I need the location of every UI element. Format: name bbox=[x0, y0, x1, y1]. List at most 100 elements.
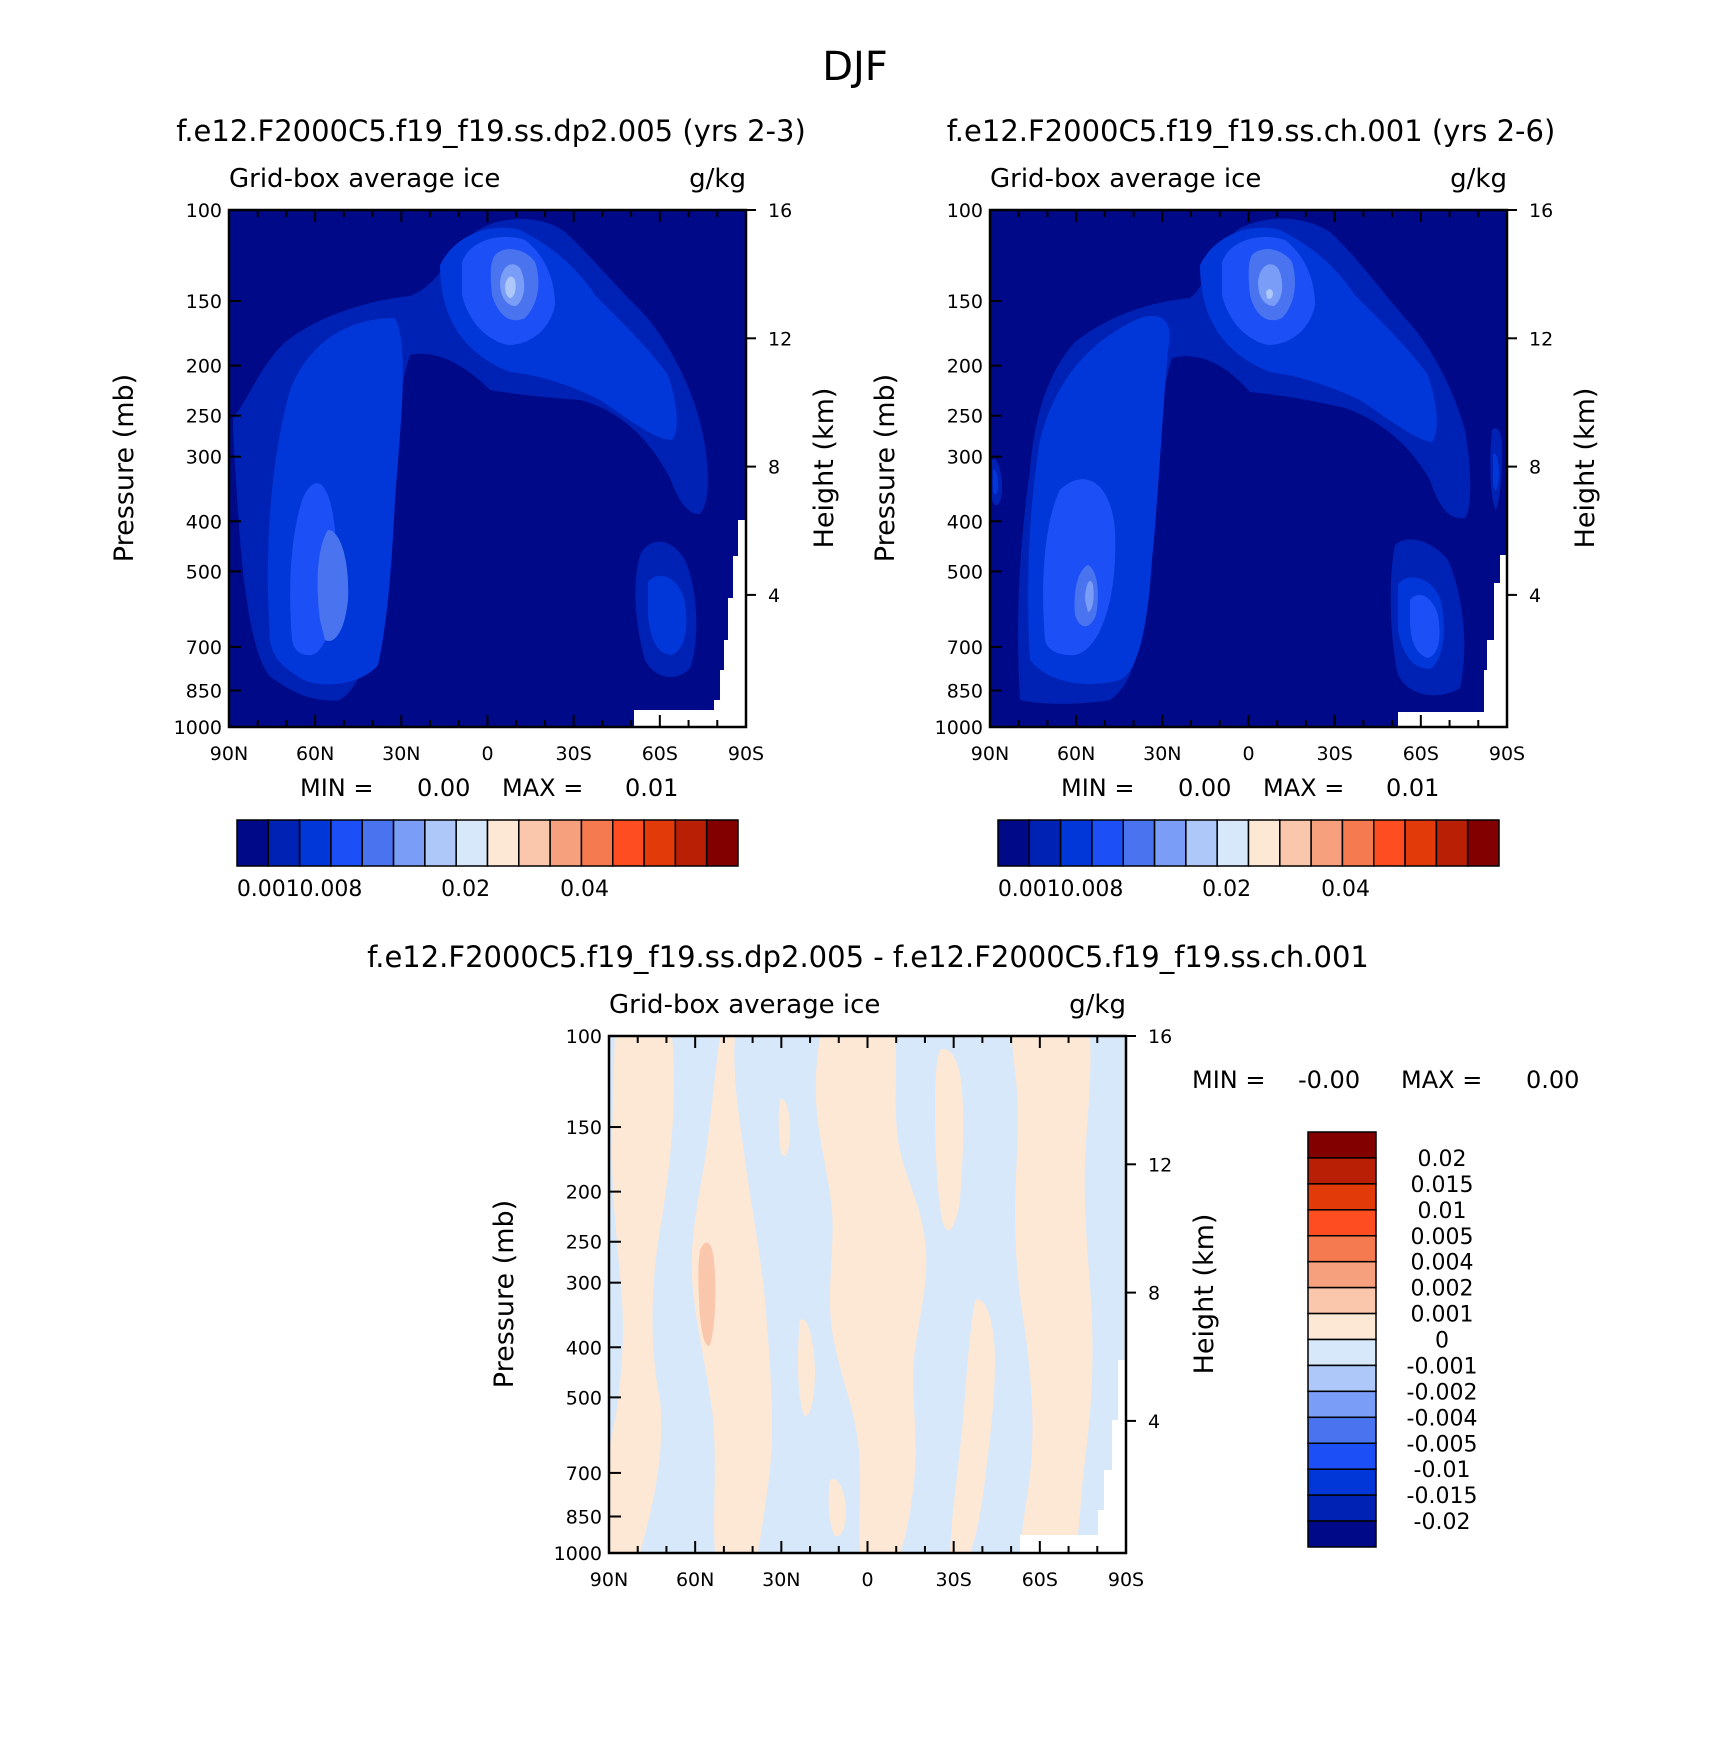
pressure-tick-label: 700 bbox=[947, 637, 983, 659]
colorbar-swatch bbox=[1153, 819, 1187, 867]
panel-a-min-value: 0.00 bbox=[417, 774, 470, 802]
height-tick-label: 4 bbox=[1529, 585, 1541, 607]
height-tick-label: 4 bbox=[768, 585, 780, 607]
panel-c-max-value: 0.00 bbox=[1526, 1066, 1579, 1094]
panel-c-ylabel2: Height (km) bbox=[1189, 1214, 1220, 1375]
panel-b-colorbar: 0.001 0.008 0.02 0.04 bbox=[997, 819, 1500, 902]
pressure-tick-label: 150 bbox=[186, 291, 222, 313]
colorbar-swatch bbox=[330, 819, 363, 867]
panel-c-pos-7 bbox=[698, 1242, 716, 1346]
pressure-tick-label: 200 bbox=[947, 356, 983, 378]
pressure-tick-label: 250 bbox=[947, 406, 983, 428]
colorbar-label: 0.015 bbox=[1411, 1173, 1474, 1198]
colorbar-label: -0.02 bbox=[1414, 1510, 1471, 1535]
colorbar-swatch bbox=[705, 819, 739, 867]
panel-a-right-label: g/kg bbox=[689, 164, 746, 194]
panel-c-title: f.e12.F2000C5.f19_f19.ss.dp2.005 - f.e12… bbox=[367, 940, 1369, 974]
panel-b-right-label: g/kg bbox=[1450, 164, 1507, 194]
panel-a-ylabel2: Height (km) bbox=[809, 388, 840, 549]
colorbar-swatch bbox=[1059, 819, 1093, 867]
pressure-tick-label: 1000 bbox=[554, 1543, 602, 1565]
colorbar-label: 0.01 bbox=[1418, 1199, 1467, 1224]
colorbar-swatch bbox=[361, 819, 395, 867]
lat-tick-label: 30N bbox=[1143, 743, 1181, 765]
lat-tick-label: 30S bbox=[1317, 743, 1353, 765]
panel-a-colorbar: 0.001 0.008 0.02 0.04 bbox=[236, 819, 739, 902]
colorbar-label: -0.002 bbox=[1407, 1380, 1478, 1405]
colorbar-swatch bbox=[1307, 1494, 1377, 1522]
panel-a-ylabel: Pressure (mb) bbox=[109, 374, 140, 562]
height-tick-label: 12 bbox=[1529, 328, 1553, 350]
colorbar-swatch bbox=[1307, 1286, 1377, 1315]
colorbar-swatch bbox=[1307, 1260, 1377, 1289]
panel-a-max-value: 0.01 bbox=[625, 774, 678, 802]
panel-a-missing bbox=[634, 520, 746, 727]
colorbar-label: -0.01 bbox=[1414, 1458, 1471, 1483]
pressure-tick-label: 200 bbox=[186, 356, 222, 378]
panel-a-min-label: MIN = bbox=[300, 774, 373, 802]
lat-tick-label: 90N bbox=[210, 743, 248, 765]
colorbar-swatch bbox=[267, 819, 301, 867]
panel-c-ylabel: Pressure (mb) bbox=[489, 1200, 520, 1388]
colorbar-label: 0.005 bbox=[1411, 1225, 1474, 1250]
colorbar-swatch bbox=[1307, 1183, 1377, 1211]
colorbar-swatch bbox=[997, 819, 1031, 867]
colorbar-swatch bbox=[298, 819, 332, 867]
pressure-tick-label: 100 bbox=[186, 200, 222, 222]
lat-tick-label: 60N bbox=[676, 1569, 714, 1591]
panel-b-c2 bbox=[993, 227, 1499, 684]
colorbar-swatch bbox=[518, 819, 551, 867]
panel-b-ylabel: Pressure (mb) bbox=[870, 374, 901, 562]
panel-a-c2 bbox=[267, 227, 677, 685]
colorbar-swatch bbox=[1307, 1364, 1377, 1393]
lat-tick-label: 90N bbox=[590, 1569, 628, 1591]
pressure-tick-label: 500 bbox=[186, 561, 222, 583]
colorbar-label: 0.04 bbox=[560, 877, 609, 902]
panel-c-pos-4 bbox=[935, 1049, 995, 1553]
colorbar-swatch bbox=[424, 819, 457, 867]
panel-c-max-label: MAX = bbox=[1401, 1066, 1482, 1094]
pressure-tick-label: 300 bbox=[947, 447, 983, 469]
panel-b: f.e12.F2000C5.f19_f19.ss.ch.001 (yrs 2-6… bbox=[870, 114, 1601, 902]
colorbar-swatch bbox=[486, 819, 520, 867]
lat-tick-label: 0 bbox=[861, 1569, 873, 1591]
panel-a-c6 bbox=[505, 276, 516, 298]
height-tick-label: 16 bbox=[1529, 200, 1553, 222]
colorbar-swatch bbox=[580, 819, 614, 867]
height-tick-label: 4 bbox=[1148, 1411, 1160, 1433]
panel-c-min-value: -0.00 bbox=[1298, 1066, 1360, 1094]
panel-c-ticks: 100 150 200 250 300 400 500 700 850 1000 16 12 8 4 90N… bbox=[554, 1026, 1173, 1591]
colorbar-swatch bbox=[455, 819, 489, 867]
panel-b-ylabel2: Height (km) bbox=[1570, 388, 1601, 549]
colorbar-label: -0.005 bbox=[1407, 1432, 1478, 1457]
pressure-tick-label: 400 bbox=[566, 1337, 602, 1359]
pressure-tick-label: 300 bbox=[566, 1273, 602, 1295]
colorbar-swatch bbox=[674, 819, 708, 867]
colorbar-swatch bbox=[1307, 1312, 1377, 1341]
pressure-tick-label: 1000 bbox=[174, 717, 222, 739]
panel-a: f.e12.F2000C5.f19_f19.ss.dp2.005 (yrs 2-… bbox=[109, 114, 840, 902]
pressure-tick-label: 300 bbox=[186, 447, 222, 469]
colorbar-swatch bbox=[1404, 819, 1438, 867]
pressure-tick-label: 250 bbox=[566, 1232, 602, 1254]
colorbar-swatch bbox=[1373, 819, 1406, 867]
colorbar-swatch bbox=[1307, 1390, 1377, 1419]
panel-b-min-label: MIN = bbox=[1061, 774, 1134, 802]
panel-c-pos-6 bbox=[738, 1099, 900, 1537]
panel-b-c5 bbox=[1085, 264, 1283, 612]
colorbar-swatch bbox=[392, 819, 426, 867]
colorbar-swatch bbox=[1307, 1338, 1377, 1367]
panel-c-right-label: g/kg bbox=[1069, 990, 1126, 1020]
lat-tick-label: 60N bbox=[1057, 743, 1095, 765]
colorbar-label: 0.02 bbox=[1202, 877, 1251, 902]
colorbar-swatch bbox=[1122, 819, 1156, 867]
panel-b-min-value: 0.00 bbox=[1178, 774, 1231, 802]
colorbar-label: 0.001 bbox=[1411, 1303, 1474, 1328]
pressure-tick-label: 850 bbox=[566, 1507, 602, 1529]
figure-title: DJF bbox=[822, 44, 888, 90]
colorbar-label: 0.02 bbox=[441, 877, 490, 902]
colorbar-swatch bbox=[1307, 1442, 1377, 1470]
lat-tick-label: 90S bbox=[1108, 1569, 1144, 1591]
lat-tick-label: 30N bbox=[382, 743, 420, 765]
panel-c-pos-3 bbox=[815, 1036, 927, 1553]
